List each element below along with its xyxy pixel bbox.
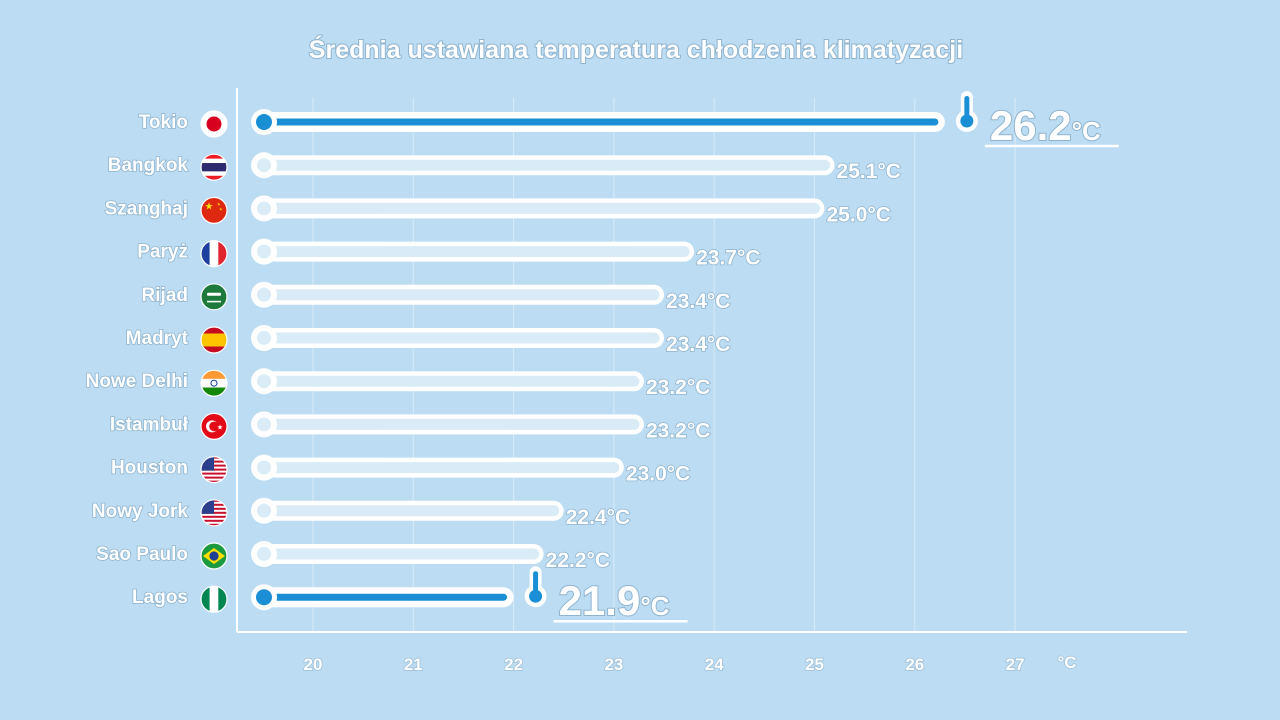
category-label: Houston xyxy=(111,458,188,479)
bar xyxy=(251,584,514,611)
thailand-flag-icon xyxy=(200,153,228,181)
bar xyxy=(251,497,564,524)
saudi-arabia-flag-icon xyxy=(200,283,228,311)
data-label: 25.1°C xyxy=(837,160,901,183)
category-label: Sao Paulo xyxy=(96,544,188,565)
nigeria-flag-icon xyxy=(200,585,228,613)
bar xyxy=(251,454,624,481)
x-tick-label: 26 xyxy=(905,655,924,674)
x-tick-label: 24 xyxy=(705,655,724,674)
svg-text:★: ★ xyxy=(219,206,223,211)
x-tick-label: 21 xyxy=(404,655,423,674)
svg-text:★: ★ xyxy=(205,201,214,212)
category-label: Nowy Jork xyxy=(92,501,189,522)
bar xyxy=(251,281,665,308)
bar xyxy=(251,368,644,395)
bar xyxy=(251,195,825,222)
brazil-flag-icon xyxy=(200,542,228,570)
category-label: Szanghaj xyxy=(105,198,188,219)
data-label: 21.9°C xyxy=(559,577,670,624)
data-label: 23.4°C xyxy=(666,333,730,356)
bar xyxy=(251,238,695,265)
data-label: 22.4°C xyxy=(566,506,630,529)
category-label: Madryt xyxy=(126,328,189,349)
x-tick-label: 20 xyxy=(304,655,323,674)
data-label: 23.7°C xyxy=(696,247,760,270)
china-flag-icon: ★ ★★ xyxy=(200,196,228,224)
category-label: Tokio xyxy=(139,112,188,133)
x-tick-labels: 20 21 22 23 24 25 26 27 °C xyxy=(303,652,1078,675)
x-tick-label: 23 xyxy=(604,655,623,674)
bar xyxy=(251,152,835,179)
category-label: Istambuł xyxy=(110,414,189,435)
data-label: 25.0°C xyxy=(827,203,891,226)
category-label: Rijad xyxy=(142,285,188,306)
bars: 26.2°C 25.1°C 25.0°C 23.7°C 23.4°C 23.4°C 23.2… xyxy=(251,91,1119,625)
x-tick-label: 25 xyxy=(805,655,824,674)
chart-title: Średnia ustawiana temperatura chłodzenia… xyxy=(309,34,963,64)
x-tick-label: 27 xyxy=(1006,655,1025,674)
category-label: Nowe Delhi xyxy=(86,371,188,392)
france-flag-icon xyxy=(200,240,228,268)
spain-flag-icon xyxy=(200,326,228,354)
data-label: 23.2°C xyxy=(646,376,710,399)
japan-flag-icon xyxy=(200,110,228,138)
bar xyxy=(251,541,544,567)
data-label: 23.0°C xyxy=(626,463,690,486)
category-label: Bangkok xyxy=(108,155,189,176)
bar xyxy=(251,411,644,438)
turkey-flag-icon: ★ xyxy=(200,412,228,440)
x-axis-unit-label: °C xyxy=(1057,653,1076,672)
usa-flag-icon xyxy=(200,499,228,527)
usa-flag-icon xyxy=(200,456,228,484)
svg-text:★: ★ xyxy=(217,201,221,206)
bar xyxy=(251,325,665,351)
data-label: 23.2°C xyxy=(646,419,710,442)
category-label: Lagos xyxy=(132,587,188,608)
category-label: Paryż xyxy=(137,242,188,263)
india-flag-icon xyxy=(200,369,228,397)
grid-lines xyxy=(312,98,1016,632)
thermometer-icon xyxy=(955,91,978,132)
svg-text:★: ★ xyxy=(217,423,223,431)
data-label: 23.4°C xyxy=(666,290,730,313)
data-label: 22.2°C xyxy=(546,549,610,572)
bar xyxy=(251,109,945,135)
data-label: 26.2°C xyxy=(990,102,1101,149)
x-tick-label: 22 xyxy=(504,655,523,674)
thermometer-icon xyxy=(524,566,547,608)
axes xyxy=(236,88,1187,633)
